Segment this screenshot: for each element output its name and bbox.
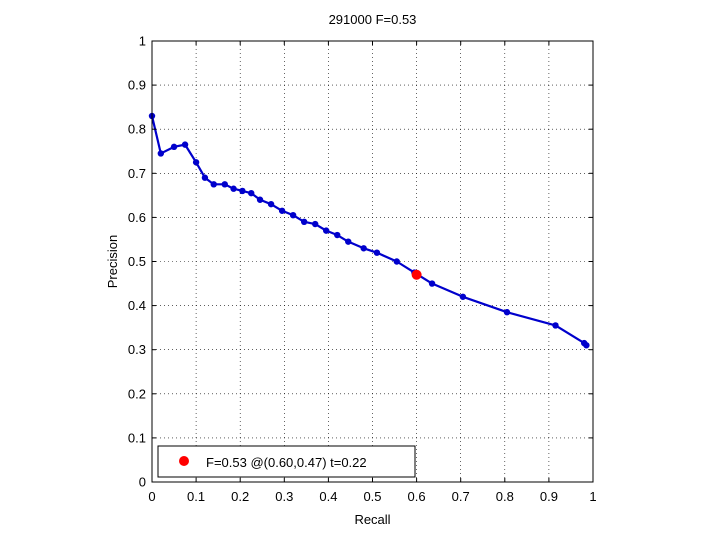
- pr-curve-point: [157, 150, 165, 157]
- pr-curve-point: [345, 238, 352, 245]
- pr-curve-point: [221, 181, 228, 188]
- pr-curve-point: [267, 200, 275, 208]
- pr-curve-point: [170, 143, 178, 151]
- ticks: 0 0.1 0.2 0.3 0.4 0.5 0.6 0.7 0.8 0.9 1 0 0.1 0.2 0.3 0…: [128, 34, 597, 505]
- pr-curve-point: [459, 293, 467, 300]
- grid: [152, 41, 593, 482]
- y-tick-label: 0.2: [128, 386, 146, 401]
- pr-curve-point: [210, 181, 217, 188]
- y-tick-label: 0.3: [128, 342, 146, 357]
- x-tick-label: 0.9: [540, 489, 558, 504]
- series-layer: [148, 112, 590, 349]
- pr-curve-point: [239, 187, 246, 195]
- y-tick-label: 0: [139, 475, 146, 490]
- x-tick-label: 0.8: [496, 489, 514, 504]
- y-tick-label: 0.5: [128, 254, 146, 269]
- pr-curve-point: [248, 189, 255, 197]
- pr-curve-point: [360, 245, 367, 252]
- pr-curve-point: [201, 174, 209, 181]
- x-tick-label: 0.7: [452, 489, 470, 504]
- pr-curve-point: [256, 196, 264, 203]
- y-tick-label: 0.1: [128, 430, 146, 445]
- x-tick-label: 1: [589, 489, 596, 504]
- pr-curve-point: [289, 211, 297, 219]
- best-f-point: [411, 269, 422, 280]
- pr-curve-point: [230, 185, 237, 192]
- pr-curve-point: [393, 258, 400, 265]
- legend: F=0.53 @(0.60,0.47) t=0.22: [157, 445, 416, 478]
- pr-curve-point: [322, 227, 330, 234]
- legend-box: [157, 445, 416, 478]
- pr-curve-point: [334, 231, 341, 239]
- pr-curve-point: [311, 220, 319, 228]
- legend-marker: [179, 456, 189, 466]
- pr-curve-point: [373, 249, 381, 256]
- pr-curve-point: [552, 322, 559, 329]
- y-axis-label: Precision: [105, 235, 120, 288]
- y-tick-label: 0.9: [128, 78, 146, 93]
- pr-curve-point: [300, 218, 308, 226]
- x-tick-label: 0.3: [275, 489, 293, 504]
- x-tick-label: 0.5: [363, 489, 381, 504]
- pr-curve-point: [278, 207, 286, 214]
- y-tick-label: 0.6: [128, 210, 146, 225]
- y-tick-label: 0.4: [128, 298, 146, 313]
- x-axis-label: Recall: [354, 512, 390, 527]
- x-tick-label: 0.1: [187, 489, 205, 504]
- x-tick-label: 0: [148, 489, 155, 504]
- pr-curve-point: [503, 309, 511, 316]
- pr-curve-point: [428, 280, 436, 287]
- x-tick-label: 0.2: [231, 489, 249, 504]
- legend-label: F=0.53 @(0.60,0.47) t=0.22: [206, 455, 367, 470]
- chart-title: 291000 F=0.53: [329, 12, 417, 27]
- pr-curve-point: [181, 141, 189, 148]
- pr-curve-point: [583, 342, 590, 349]
- y-tick-label: 1: [139, 34, 146, 49]
- x-tick-label: 0.6: [408, 489, 426, 504]
- x-tick-label: 0.4: [319, 489, 337, 504]
- y-tick-label: 0.7: [128, 166, 146, 181]
- y-tick-label: 0.8: [128, 122, 146, 137]
- pr-curve-point: [192, 159, 200, 166]
